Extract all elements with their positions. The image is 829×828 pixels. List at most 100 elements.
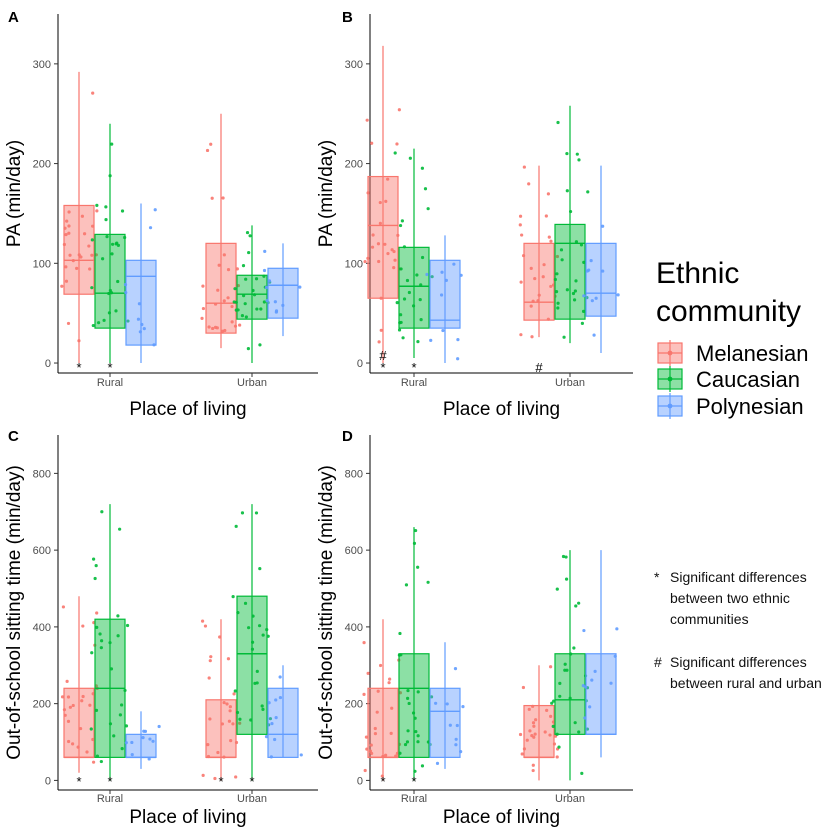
jitter-point-D-melanesian-urban (549, 714, 553, 718)
jitter-point-D-polynesian-rural (448, 723, 452, 727)
jitter-point-D-melanesian-rural (366, 671, 370, 675)
legend-key-point-polynesian (667, 403, 673, 409)
x-tick-label-C-Urban: Urban (237, 793, 267, 805)
jitter-point-D-melanesian-urban (543, 730, 547, 734)
jitter-point-B-melanesian-urban (522, 165, 526, 169)
jitter-point-B-melanesian-rural (397, 108, 401, 112)
y-tick-label-C-0: 0 (45, 775, 51, 787)
jitter-point-D-caucasian-rural (416, 565, 420, 569)
jitter-point-C-melanesian-urban (208, 717, 212, 721)
jitter-point-B-melanesian-urban (519, 333, 523, 337)
box-D-melanesian-rural (367, 687, 399, 758)
jitter-point-B-melanesian-rural (386, 177, 390, 181)
jitter-point-C-polynesian-rural (130, 740, 134, 745)
jitter-point-A-polynesian-rural (137, 302, 142, 306)
jitter-point-C-melanesian-urban (226, 657, 231, 661)
jitter-point-D-caucasian-rural (420, 764, 425, 768)
jitter-point-A-caucasian-urban (244, 277, 248, 281)
jitter-point-B-polynesian-rural (425, 272, 429, 277)
note-significant-ethnic: * Significant differences between two et… (654, 567, 829, 630)
jitter-point-D-caucasian-rural (416, 740, 420, 744)
jitter-point-C-melanesian-urban (200, 619, 205, 623)
jitter-point-A-caucasian-rural (90, 286, 94, 290)
jitter-point-C-melanesian-rural (91, 760, 96, 764)
jitter-point-C-melanesian-rural (66, 695, 71, 699)
jitter-point-B-caucasian-rural (420, 166, 424, 170)
jitter-point-C-caucasian-urban (247, 626, 251, 630)
jitter-point-C-caucasian-rural (112, 734, 116, 738)
jitter-point-A-melanesian-urban (201, 306, 206, 311)
jitter-point-B-melanesian-urban (529, 266, 533, 270)
jitter-point-B-caucasian-rural (400, 219, 404, 223)
jitter-point-C-caucasian-rural (125, 623, 130, 628)
jitter-point-D-polynesian-rural (454, 743, 458, 747)
jitter-point-C-caucasian-rural (94, 564, 98, 568)
jitter-point-D-caucasian-rural (406, 696, 410, 700)
jitter-point-A-caucasian-urban (254, 277, 259, 281)
jitter-point-B-caucasian-rural (393, 151, 397, 155)
jitter-point-A-melanesian-rural (67, 210, 71, 214)
jitter-point-B-melanesian-rural (377, 259, 381, 264)
jitter-point-D-caucasian-rural (406, 688, 410, 693)
jitter-point-C-melanesian-rural (78, 726, 83, 731)
box-B-polynesian-rural (429, 259, 461, 329)
jitter-point-C-caucasian-rural (91, 557, 96, 561)
jitter-point-A-polynesian-rural (148, 226, 153, 230)
jitter-point-B-polynesian-urban (601, 269, 605, 273)
box-D-caucasian-urban (554, 653, 586, 735)
box-B-caucasian-rural (398, 246, 430, 329)
legend-key-point-melanesian (667, 350, 673, 356)
panel-letter-A: A (8, 9, 19, 26)
jitter-point-B-caucasian-urban (556, 306, 560, 310)
jitter-point-C-caucasian-urban (240, 511, 245, 515)
jitter-point-C-polynesian-rural (151, 739, 155, 743)
jitter-point-D-melanesian-rural (384, 753, 388, 757)
y-tick-label-D-800: 800 (345, 468, 363, 480)
jitter-point-B-caucasian-urban (565, 151, 569, 156)
jitter-point-C-melanesian-urban (209, 655, 213, 659)
jitter-point-A-caucasian-urban (245, 230, 250, 235)
jitter-point-B-polynesian-rural (452, 262, 456, 266)
jitter-point-B-polynesian-urban (616, 293, 620, 297)
jitter-point-B-melanesian-urban (544, 214, 548, 218)
x-tick-label-A-Rural: Rural (97, 377, 123, 389)
jitter-point-B-melanesian-urban (529, 304, 533, 308)
jitter-point-B-melanesian-urban (530, 335, 534, 339)
jitter-point-D-caucasian-rural (398, 631, 402, 636)
jitter-point-C-melanesian-rural (60, 695, 65, 699)
jitter-point-C-caucasian-urban (255, 669, 259, 673)
jitter-point-D-polynesian-rural (455, 723, 459, 728)
x-tick-label-D-Rural: Rural (401, 793, 427, 805)
y-tick-label-A-100: 100 (33, 258, 51, 270)
jitter-point-C-melanesian-urban (234, 775, 238, 779)
jitter-point-B-caucasian-urban (556, 301, 560, 305)
jitter-point-B-caucasian-rural (416, 340, 420, 344)
jitter-point-C-melanesian-urban (208, 659, 212, 663)
jitter-point-A-caucasian-urban (248, 234, 252, 238)
jitter-point-A-caucasian-rural (116, 243, 121, 248)
significance-marker-D-rural: * (411, 774, 416, 789)
jitter-point-B-melanesian-rural (370, 245, 375, 249)
jitter-point-C-melanesian-rural (81, 624, 85, 628)
box-D-caucasian-rural (398, 653, 430, 758)
jitter-point-A-melanesian-rural (90, 253, 94, 257)
jitter-point-C-melanesian-rural (66, 719, 71, 723)
jitter-point-D-caucasian-urban (577, 601, 581, 605)
jitter-point-A-polynesian-rural (142, 327, 146, 331)
jitter-point-D-melanesian-rural (378, 663, 383, 668)
jitter-point-A-caucasian-rural (95, 203, 99, 207)
jitter-point-A-polynesian-urban (274, 309, 279, 313)
jitter-point-A-caucasian-rural (116, 279, 120, 284)
jitter-point-B-melanesian-rural (370, 141, 374, 145)
jitter-point-B-melanesian-urban (555, 254, 560, 259)
jitter-point-A-caucasian-rural (90, 238, 94, 242)
jitter-point-B-polynesian-rural (456, 338, 460, 342)
box-A-melanesian-urban (205, 242, 237, 334)
jitter-point-B-caucasian-urban (560, 258, 564, 262)
jitter-point-C-caucasian-urban (254, 511, 259, 515)
jitter-point-D-melanesian-urban (549, 665, 553, 669)
jitter-point-A-polynesian-urban (273, 300, 277, 304)
jitter-point-C-melanesian-urban (220, 722, 225, 726)
jitter-point-C-caucasian-urban (261, 707, 265, 711)
